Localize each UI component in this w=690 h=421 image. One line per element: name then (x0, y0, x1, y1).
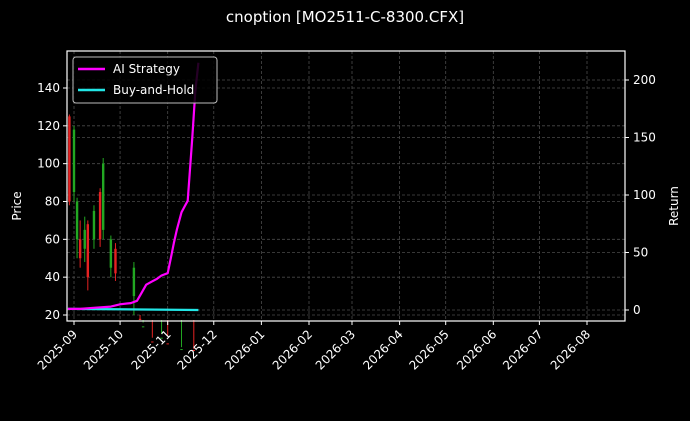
plot-frame (66, 50, 626, 322)
svg-text:2025-09: 2025-09 (35, 327, 80, 372)
svg-text:2026-08: 2026-08 (548, 327, 593, 372)
ai-strategy-line (67, 62, 200, 310)
x-axis: 2025-09 2025-10 2025-11 2025-12 2026-01 2026-… (35, 321, 593, 373)
y2-axis-label: Return (667, 186, 681, 226)
left-y-axis: 20 40 60 80 100 120 140 (37, 81, 67, 322)
chart-title: cnoption [MO2511-C-8300.CFX] (225, 8, 465, 26)
svg-text:2025-10: 2025-10 (81, 327, 126, 372)
svg-text:200: 200 (633, 73, 656, 87)
svg-text:40: 40 (45, 270, 60, 284)
svg-text:120: 120 (37, 119, 60, 133)
right-y-axis: 0 50 100 150 200 (625, 73, 656, 317)
grid-lines (67, 51, 625, 321)
svg-text:150: 150 (633, 131, 656, 145)
svg-text:2026-06: 2026-06 (454, 327, 499, 372)
legend-buy-and-hold: Buy-and-Hold (113, 83, 194, 97)
svg-text:60: 60 (45, 232, 60, 246)
legend-ai-strategy: AI Strategy (113, 62, 180, 76)
svg-text:2026-03: 2026-03 (313, 327, 358, 372)
svg-text:2026-02: 2026-02 (270, 327, 315, 372)
svg-text:2026-04: 2026-04 (360, 327, 405, 372)
svg-text:50: 50 (633, 246, 648, 260)
svg-text:0: 0 (633, 303, 641, 317)
svg-text:2026-01: 2026-01 (222, 327, 267, 372)
svg-text:140: 140 (37, 81, 60, 95)
svg-text:100: 100 (633, 188, 656, 202)
svg-text:2025-11: 2025-11 (128, 327, 173, 372)
y-axis-label: Price (10, 191, 24, 220)
svg-text:80: 80 (45, 195, 60, 209)
svg-text:2026-07: 2026-07 (500, 327, 545, 372)
svg-text:20: 20 (45, 308, 60, 322)
svg-text:2026-05: 2026-05 (406, 327, 451, 372)
price-candles (68, 114, 196, 351)
legend: AI Strategy Buy-and-Hold (72, 56, 218, 104)
svg-text:100: 100 (37, 157, 60, 171)
